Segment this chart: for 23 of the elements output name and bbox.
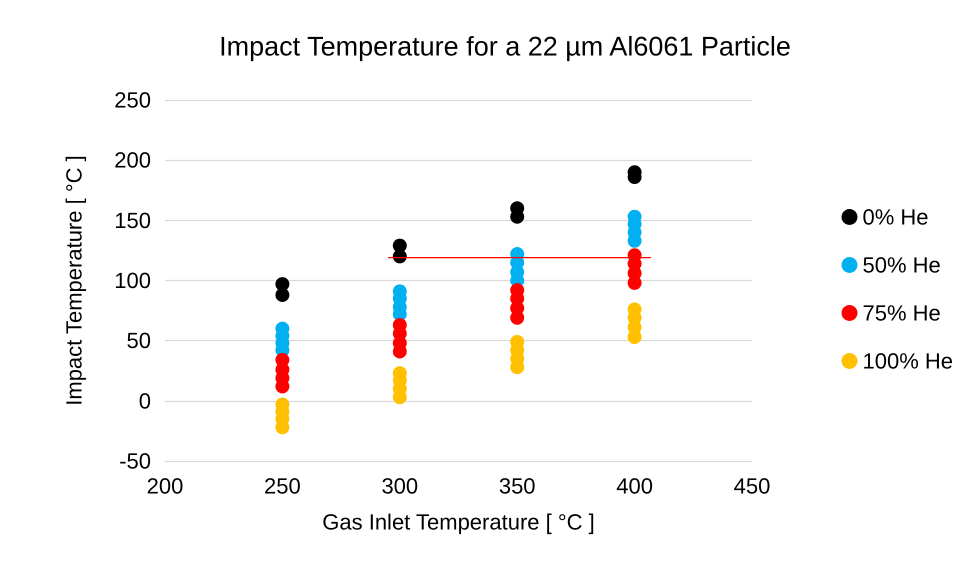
x-tick-label: 300 (381, 474, 418, 498)
chart-title: Impact Temperature for a 22 µm Al6061 Particle (219, 32, 791, 62)
legend-label: 100% He (862, 348, 954, 374)
legend-label: 50% He (862, 252, 941, 278)
y-tick-label: 100 (114, 268, 151, 293)
x-tick-label: 350 (498, 474, 536, 498)
point (275, 352, 290, 367)
y-tick-label: 50 (126, 328, 151, 354)
y-tick-label: -50 (119, 448, 151, 474)
point (392, 238, 407, 253)
y-tick-label: 200 (114, 148, 151, 173)
y-tick-label: 150 (114, 208, 151, 233)
y-tick-label: 250 (114, 88, 151, 112)
x-tick-label: 250 (264, 474, 301, 498)
x-tick-label: 400 (616, 474, 653, 498)
point (275, 277, 290, 292)
x-tick-label: 450 (734, 474, 770, 498)
legend-label: 75% He (862, 300, 941, 326)
y-axis-title: Impact Temperature [ °C ] (62, 155, 86, 406)
legend-label: 0% He (862, 204, 929, 230)
x-axis-title: Gas Inlet Temperature [ °C ] (322, 510, 595, 534)
y-tick-label: 0 (138, 388, 151, 414)
x-tick-label: 200 (146, 474, 184, 498)
